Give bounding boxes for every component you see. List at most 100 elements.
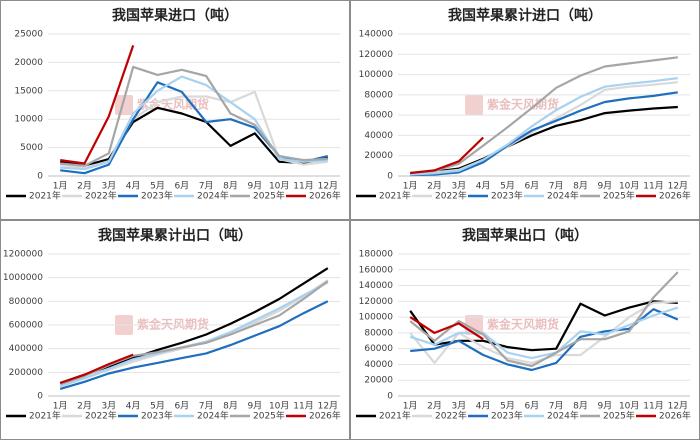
x-tick-label: 5月 [150,401,165,412]
series-line [60,65,328,167]
series-line [409,306,679,360]
x-tick-label: 10月 [269,181,289,192]
series-line [410,81,678,176]
series-line [410,136,484,175]
legend-label: 2024年 [547,410,579,422]
x-tick-label: 12月 [318,401,338,412]
y-tick-label: 120000 [359,50,394,60]
legend-label: 2023年 [491,410,523,422]
y-tick-label: 140000 [359,281,394,291]
x-tick-label: 9月 [247,181,262,192]
y-tick-label: 1000000 [3,273,43,283]
x-tick-label: 7月 [199,181,214,192]
x-tick-label: 6月 [524,401,539,412]
y-tick-label: 0 [37,172,43,182]
x-tick-label: 1月 [403,401,418,412]
chart-title: 我国苹果出口（吨） [462,227,588,244]
x-tick-label: 3月 [101,401,116,412]
watermark: 紫金天风期货 [137,97,209,112]
legend-label: 2026年 [659,190,691,202]
series-line [59,300,329,390]
x-tick-label: 7月 [199,401,214,412]
x-tick-label: 6月 [524,181,539,192]
legend-label: 2025年 [253,410,285,422]
series-line [410,56,678,175]
y-tick-label: 25000 [14,30,43,40]
y-tick-label: 160000 [359,265,394,275]
x-tick-label: 10月 [619,401,639,412]
x-tick-label: 10月 [269,401,289,412]
legend-label: 2025年 [603,190,635,202]
series-line [409,300,678,364]
legend-label: 2021年 [29,190,61,202]
x-tick-label: 4月 [126,401,141,412]
y-tick-label: 60000 [364,111,393,121]
x-tick-label: 5月 [150,181,165,192]
y-tick-label: 60000 [364,344,393,354]
chart-panel: 我国苹果进口（吨） 紫金天风期货 0 5000 10000 15000 20000 25000… [0,0,350,220]
y-tick-label: 200000 [9,368,44,378]
x-tick-label: 3月 [451,401,466,412]
y-tick-label: 40000 [364,360,393,370]
x-tick-label: 6月 [174,181,189,192]
legend-label: 2026年 [309,410,341,422]
legend-label: 2024年 [547,190,579,202]
legend-label: 2023年 [491,190,523,202]
y-tick-label: 80000 [364,328,393,338]
y-tick-label: 10000 [14,115,43,125]
y-tick-label: 140000 [359,30,394,40]
watermark-logo [465,95,483,115]
x-tick-label: 10月 [619,181,639,192]
legend-label: 2024年 [197,190,229,202]
x-tick-label: 2月 [77,181,92,192]
legend-label: 2022年 [85,190,117,202]
watermark: 紫金天风期货 [137,317,209,332]
chart-title: 我国苹果累计出口（吨） [98,227,252,244]
x-tick-label: 12月 [668,181,688,192]
y-tick-label: 100000 [359,313,394,323]
legend-label: 2023年 [141,190,173,202]
y-tick-label: 20000 [364,151,393,161]
y-tick-label: 5000 [20,143,43,153]
series-line [59,353,134,385]
x-tick-label: 6月 [174,401,189,412]
x-tick-label: 7月 [549,181,564,192]
x-tick-label: 3月 [451,181,466,192]
legend-label: 2021年 [379,190,411,202]
y-tick-label: 100000 [359,70,394,80]
x-tick-label: 12月 [668,401,688,412]
x-tick-label: 4月 [476,181,491,192]
legend-label: 2026年 [659,410,691,422]
legend-label: 2025年 [603,410,635,422]
series-line [60,106,329,167]
y-tick-label: 0 [37,392,43,402]
x-tick-label: 11月 [293,401,313,412]
chart-title: 我国苹果进口（吨） [112,7,238,24]
legend-label: 2021年 [29,410,61,422]
chart-panel: 我国苹果出口（吨） 紫金天风期货 0 20000 40000 60000 80000 1000… [350,220,700,440]
x-tick-label: 9月 [597,181,612,192]
watermark: 紫金天风期货 [487,97,559,112]
x-tick-label: 9月 [597,401,612,412]
y-tick-label: 1200000 [3,250,43,260]
chart-panel: 我国苹果累计出口（吨） 紫金天风期货 0 200000 400000 600000 8000… [0,220,350,440]
legend-label: 2022年 [435,190,467,202]
x-tick-label: 3月 [101,181,116,192]
series-line [409,316,484,341]
y-tick-label: 20000 [14,58,43,68]
y-tick-label: 400000 [9,344,44,354]
legend-label: 2021年 [379,410,411,422]
y-tick-label: 800000 [9,297,44,307]
x-tick-label: 8月 [573,181,588,192]
y-tick-label: 40000 [364,131,393,141]
x-tick-label: 2月 [427,401,442,412]
legend-label: 2026年 [309,190,341,202]
y-tick-label: 600000 [9,321,44,331]
y-tick-label: 15000 [14,86,43,96]
x-tick-label: 7月 [549,401,564,412]
x-tick-label: 8月 [223,401,238,412]
x-tick-label: 8月 [223,181,238,192]
x-tick-label: 2月 [427,181,442,192]
y-tick-label: 0 [387,392,393,402]
